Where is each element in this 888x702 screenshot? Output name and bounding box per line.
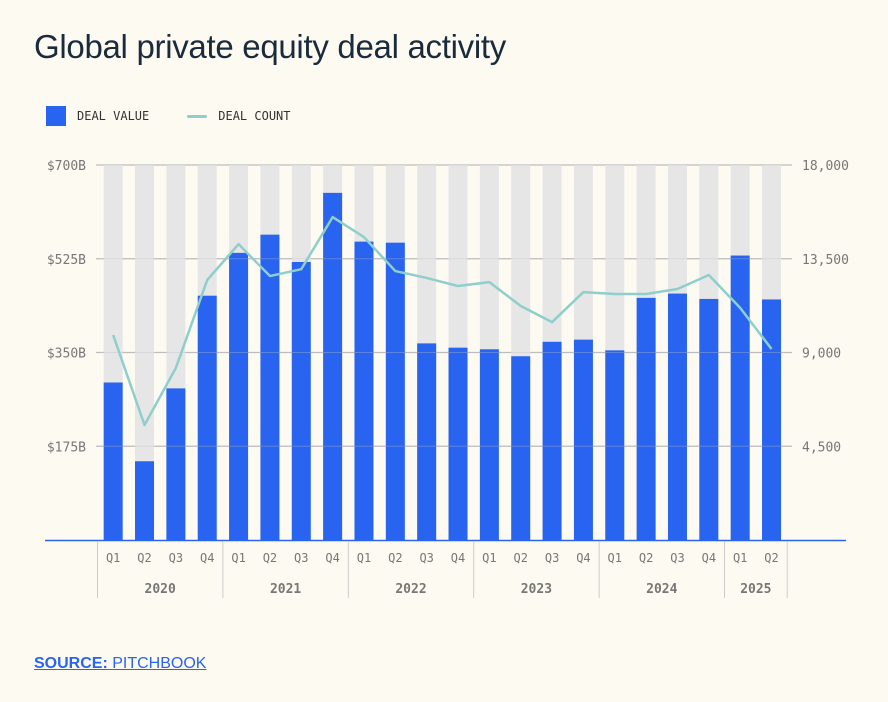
- legend-swatch-deal-count: [187, 114, 208, 118]
- y-right-tick-label: 18,000: [802, 159, 849, 174]
- x-tick-label-year: 2024: [646, 582, 677, 597]
- bar-deal-value: [699, 298, 719, 540]
- source-link[interactable]: SOURCE: PITCHBOOK: [34, 655, 206, 673]
- bar-deal-value: [573, 339, 593, 540]
- legend-label-deal-value: DEAL VALUE: [77, 109, 150, 123]
- x-tick-label-quarter: Q2: [388, 551, 402, 565]
- line-deal-count: [111, 215, 773, 427]
- x-tick-label-quarter: Q1: [106, 551, 120, 565]
- y-left-tick-label: $175B: [47, 440, 86, 455]
- x-tick-label-quarter: Q3: [169, 551, 183, 565]
- bar-deal-value: [291, 261, 311, 540]
- x-tick-label-year: 2023: [521, 582, 552, 597]
- y-right-tick-label: 9,000: [802, 347, 841, 362]
- bar-deal-value: [260, 234, 280, 540]
- y-left-tick-label: $700B: [47, 159, 86, 174]
- bar-deal-value: [511, 356, 531, 540]
- bar-deal-value: [323, 192, 343, 540]
- bar-deal-value: [605, 350, 625, 540]
- y-left-tick-label: $350B: [47, 347, 86, 362]
- legend-swatch-deal-value: [46, 106, 66, 126]
- bar-deal-value: [762, 299, 782, 540]
- x-tick-label-quarter: Q4: [576, 551, 590, 565]
- x-tick-label-year: 2025: [740, 582, 771, 597]
- x-tick-label-quarter: Q3: [419, 551, 433, 565]
- bar-deal-value: [166, 388, 186, 540]
- y-left-tick-label: $525B: [47, 253, 86, 268]
- bar-deal-value: [417, 343, 437, 540]
- bar-deal-value: [730, 255, 750, 541]
- y-right-tick-label: 13,500: [802, 253, 849, 268]
- bar-deal-value: [103, 382, 123, 540]
- x-tick-label-quarter: Q2: [137, 551, 151, 565]
- source-label: SOURCE:: [34, 655, 108, 672]
- bar-deal-value: [448, 347, 468, 540]
- bar-deal-value: [385, 242, 405, 540]
- bar-deal-value: [636, 297, 656, 540]
- legend: DEAL VALUE DEAL COUNT: [46, 106, 291, 126]
- x-tick-label-year: 2022: [395, 582, 426, 597]
- x-tick-label-quarter: Q1: [231, 551, 245, 565]
- x-tick-label-quarter: Q4: [200, 551, 214, 565]
- x-tick-label-quarter: Q3: [670, 551, 684, 565]
- y-right-tick-label: 4,500: [802, 440, 841, 455]
- x-tick-label-quarter: Q2: [263, 551, 277, 565]
- x-tick-label-year: 2020: [145, 582, 176, 597]
- legend-label-deal-count: DEAL COUNT: [218, 109, 291, 123]
- x-tick-label-quarter: Q1: [357, 551, 371, 565]
- x-tick-label-quarter: Q2: [513, 551, 527, 565]
- x-tick-label-quarter: Q1: [608, 551, 622, 565]
- bar-deal-value: [229, 252, 249, 540]
- source-value: PITCHBOOK: [112, 655, 207, 672]
- bar-deal-value: [354, 241, 374, 540]
- bar-deal-value: [197, 295, 217, 540]
- bar-deal-value: [542, 341, 562, 540]
- x-tick-label-quarter: Q1: [482, 551, 496, 565]
- x-tick-label-quarter: Q3: [294, 551, 308, 565]
- bar-deal-value: [135, 461, 155, 540]
- bar-deal-value: [667, 293, 687, 540]
- x-tick-label-quarter: Q4: [325, 551, 339, 565]
- x-tick-label-quarter: Q4: [702, 551, 716, 565]
- x-tick-label-quarter: Q3: [545, 551, 559, 565]
- bar-deal-value: [479, 349, 499, 540]
- x-tick-label-quarter: Q2: [764, 551, 778, 565]
- bar-background: [135, 165, 155, 540]
- x-tick-label-quarter: Q4: [451, 551, 465, 565]
- x-tick-label-quarter: Q1: [733, 551, 747, 565]
- x-tick-label-year: 2021: [270, 582, 301, 597]
- x-tick-label-quarter: Q2: [639, 551, 653, 565]
- chart-title: Global private equity deal activity: [34, 28, 506, 65]
